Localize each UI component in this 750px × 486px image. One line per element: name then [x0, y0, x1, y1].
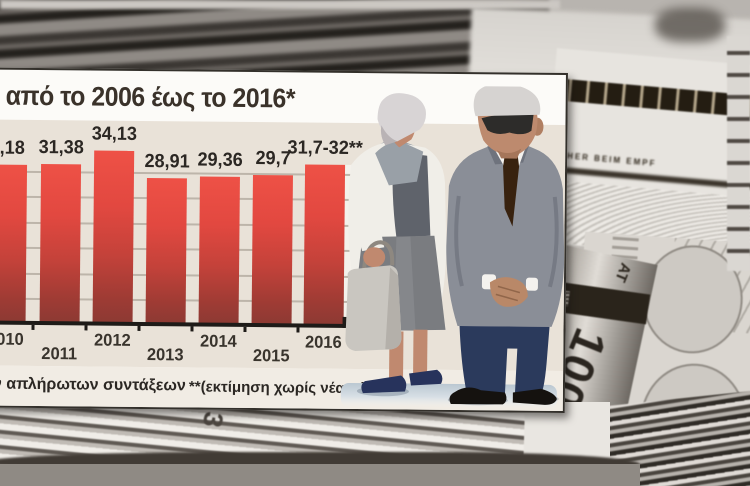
hand-finger-lines [495, 285, 521, 302]
man-shoe [512, 388, 557, 405]
woman-sandal [361, 375, 407, 394]
background-shadow [0, 464, 640, 486]
man-shoe [449, 387, 507, 405]
man-trousers [459, 326, 550, 395]
elderly-couple-illustration [340, 84, 565, 409]
woman-sandal [409, 369, 443, 386]
background-highlight [0, 0, 560, 9]
man-arm-line [454, 195, 464, 287]
banknote-right: DAHER BEIM EMPF [539, 48, 750, 263]
banknote-letters: AT [611, 260, 635, 285]
shopping-bag-shade [385, 267, 402, 350]
man-tie [503, 151, 520, 227]
woman-sleeve [354, 175, 385, 252]
bar-value-label: 34,13 [91, 123, 138, 145]
bar-2013 [145, 178, 187, 326]
woman-leg [413, 329, 428, 376]
woman-hair-shade [380, 125, 398, 146]
sunglasses [481, 113, 534, 135]
chart-panel: από το 2006 έως το 2016* 1,18 31,38 34,1… [0, 67, 568, 414]
bar-2010 [0, 164, 28, 324]
man-cuff [525, 277, 538, 291]
woman-figure [345, 93, 447, 394]
man-arm-line [547, 196, 559, 288]
bar-2011 [39, 163, 82, 325]
bar-2014 [198, 176, 240, 326]
man-hands-clasped [489, 277, 528, 307]
bar-2015 [251, 175, 293, 327]
man-figure [446, 84, 565, 405]
chart-title: από το 2006 έως το 2016* [5, 80, 296, 114]
banknote-ink-blotch [655, 8, 725, 42]
banknote-stack-bottom: 3 [0, 399, 640, 486]
woman-hand [363, 247, 386, 268]
footnote-left: ν απλήρωτων συντάξεων [0, 375, 186, 395]
woman-collar [375, 141, 424, 186]
man-chin-shadow [497, 148, 522, 159]
banknote-dark-band [552, 78, 750, 121]
bar-2012 [92, 150, 135, 325]
banknote-edge-strip [727, 36, 750, 271]
woman-hair [377, 93, 426, 142]
man-hair [473, 84, 541, 117]
